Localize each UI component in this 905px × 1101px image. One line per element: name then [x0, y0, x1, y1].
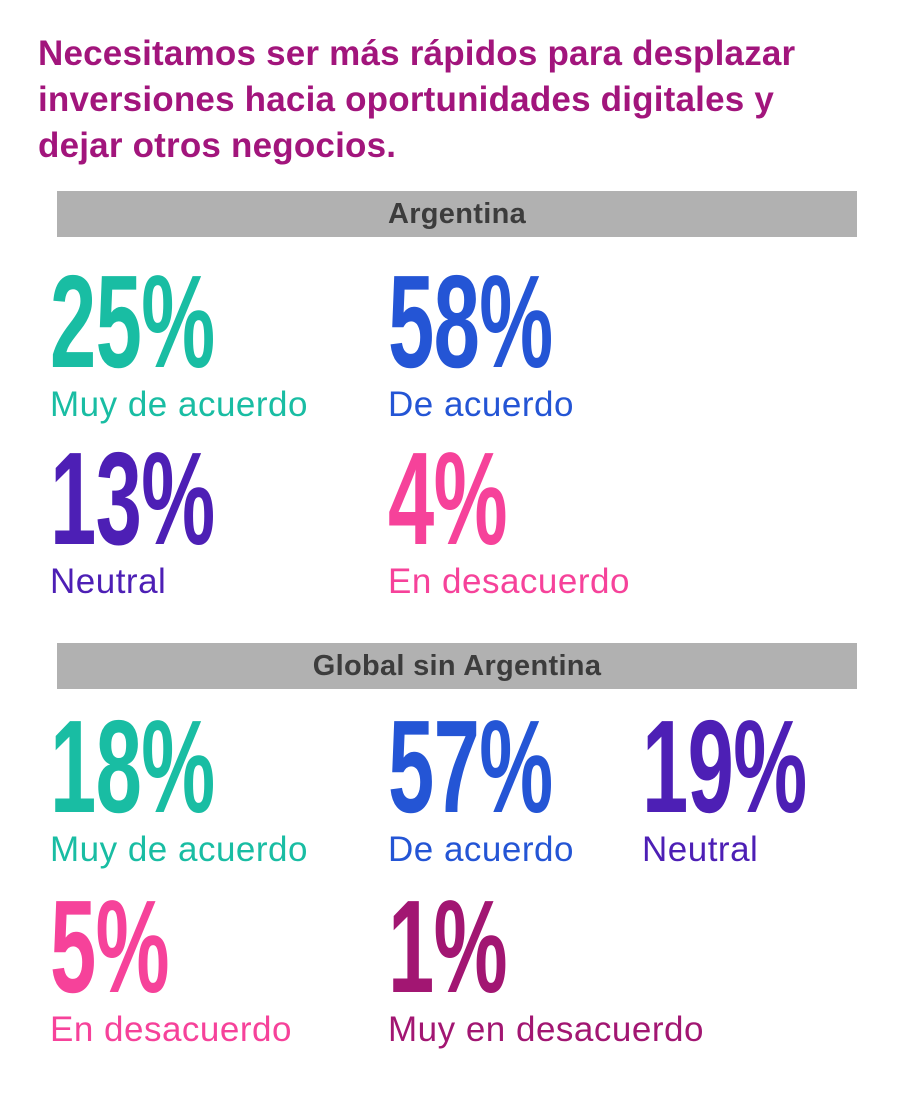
stat-label: Muy en desacuerdo: [388, 1009, 704, 1049]
stat-label: De acuerdo: [388, 384, 574, 424]
title-line-3: dejar otros negocios.: [38, 126, 397, 165]
stat-label: Neutral: [50, 561, 167, 601]
stat-global-muy-en-desacuerdo: 1% Muy en desacuerdo: [388, 873, 704, 1049]
stat-value: 4%: [388, 425, 508, 572]
stat-argentina-neutral: 13% Neutral: [50, 425, 311, 601]
stat-global-neutral: 19% Neutral: [642, 693, 903, 869]
title-line-2: inversiones hacia oportunidades digitale…: [38, 80, 775, 119]
title-line-1: Necesitamos ser más rápidos para desplaz…: [38, 34, 796, 73]
stat-argentina-muy-de-acuerdo: 25% Muy de acuerdo: [50, 248, 311, 424]
stat-label: Muy de acuerdo: [50, 384, 308, 424]
stat-global-de-acuerdo: 57% De acuerdo: [388, 693, 649, 869]
stat-value: 18%: [50, 693, 215, 840]
stat-argentina-de-acuerdo: 58% De acuerdo: [388, 248, 649, 424]
stat-value: 1%: [388, 873, 508, 1020]
stat-argentina-en-desacuerdo: 4% En desacuerdo: [388, 425, 630, 601]
stat-label: En desacuerdo: [50, 1009, 292, 1049]
stat-value: 57%: [388, 693, 553, 840]
stat-value: 19%: [642, 693, 807, 840]
stat-value: 13%: [50, 425, 215, 572]
page-title: Necesitamos ser más rápidos para desplaz…: [38, 31, 878, 169]
stat-label: Muy de acuerdo: [50, 829, 308, 869]
stat-value: 25%: [50, 248, 215, 395]
stat-label: En desacuerdo: [388, 561, 630, 601]
stat-label: De acuerdo: [388, 829, 574, 869]
section-header-global-sin-argentina: Global sin Argentina: [57, 643, 857, 689]
stat-label: Neutral: [642, 829, 759, 869]
stat-value: 5%: [50, 873, 170, 1020]
stat-global-en-desacuerdo: 5% En desacuerdo: [50, 873, 292, 1049]
stat-global-muy-de-acuerdo: 18% Muy de acuerdo: [50, 693, 311, 869]
section-header-argentina: Argentina: [57, 191, 857, 237]
stat-value: 58%: [388, 248, 553, 395]
